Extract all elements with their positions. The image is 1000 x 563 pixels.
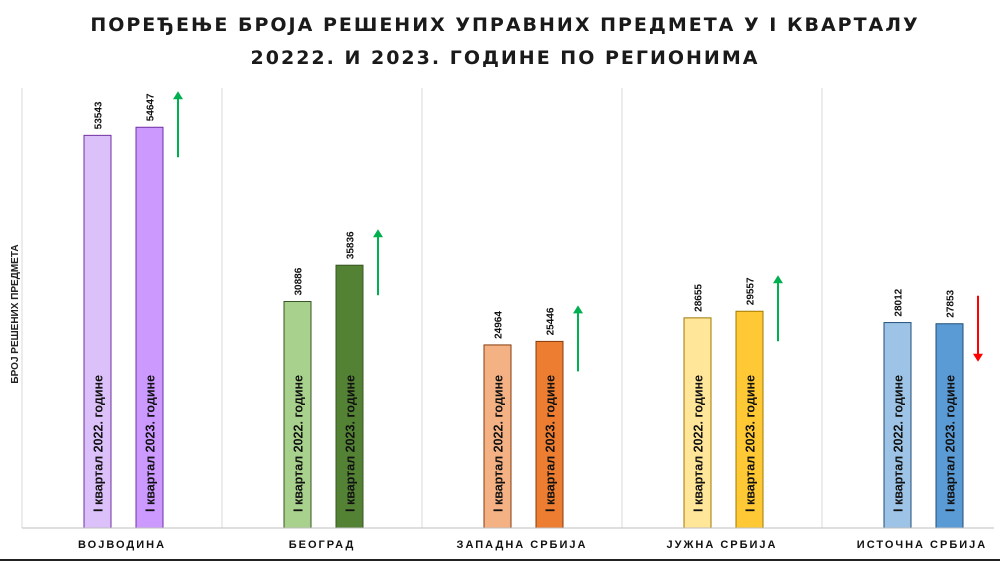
data-label: 28012 (894, 288, 905, 316)
data-label: 28655 (694, 284, 705, 312)
region-label: ИСТОЧНА СРБИЈА (857, 539, 987, 551)
data-label: 53543 (94, 101, 105, 129)
region-label: ЗАПАДНА СРБИЈА (457, 539, 588, 551)
bar (735, 310, 764, 529)
data-label: 30886 (294, 267, 305, 295)
region-labels-layer: ВОЈВОДИНА БЕОГРАД ЗАПАДНА СРБИЈА ЈУЖНА СРБИ… (78, 539, 987, 551)
bar (483, 344, 512, 529)
bars-layer (83, 126, 964, 529)
data-label: 29557 (746, 277, 757, 305)
region-label: БЕОГРАД (289, 539, 356, 551)
data-label: 25446 (546, 307, 557, 335)
bar-series-label: I квартал 2022. године (492, 375, 506, 512)
bar (83, 134, 112, 529)
data-label: 24964 (494, 311, 505, 339)
trend-up-arrow-icon (173, 91, 183, 158)
bar (935, 323, 964, 529)
bar-series-label: I квартал 2022. године (892, 375, 906, 512)
chart-title-line-1: ПОРЕЂЕЊЕ БРОЈА РЕШЕНИХ УПРАВНИХ ПРЕДМЕТА… (90, 14, 919, 36)
bar (283, 301, 312, 529)
region-label: ЈУЖНА СРБИЈА (666, 539, 777, 551)
trend-up-arrow-icon (373, 229, 383, 296)
bar-series-label: I квартал 2022. године (292, 375, 306, 512)
bar (683, 317, 712, 529)
region-dividers (21, 88, 823, 528)
data-label: 35836 (346, 231, 357, 259)
data-label: 27853 (946, 289, 957, 317)
chart-title-line-2: 20222. И 2023. ГОДИНЕ ПО РЕГИОНИМА (251, 47, 760, 69)
bar-series-label: I квартал 2023. године (544, 375, 558, 512)
region-label: ВОЈВОДИНА (78, 539, 166, 551)
bar-series-label: I квартал 2023. године (344, 375, 358, 512)
bar (535, 340, 564, 529)
bar (883, 322, 912, 529)
trend-up-arrow-icon (773, 275, 783, 342)
bar (335, 264, 364, 529)
trend-up-arrow-icon (573, 305, 583, 372)
y-axis-label: БРОЈ РЕШЕНИХ ПРЕДМЕТА (10, 244, 21, 383)
data-label: 54647 (146, 93, 157, 121)
bar-series-label: I квартал 2023. године (144, 375, 158, 512)
bar-series-label: I квартал 2022. године (692, 375, 706, 512)
bar-series-label: I квартал 2022. године (92, 375, 106, 512)
bar-series-label: I квартал 2023. године (944, 375, 958, 512)
trend-down-arrow-icon (973, 295, 983, 362)
trend-arrows-layer (173, 91, 983, 372)
labels-layer: 53543 I квартал 2022. године 54647 I кварта… (92, 93, 958, 512)
bar-series-label: I квартал 2023. године (744, 375, 758, 512)
